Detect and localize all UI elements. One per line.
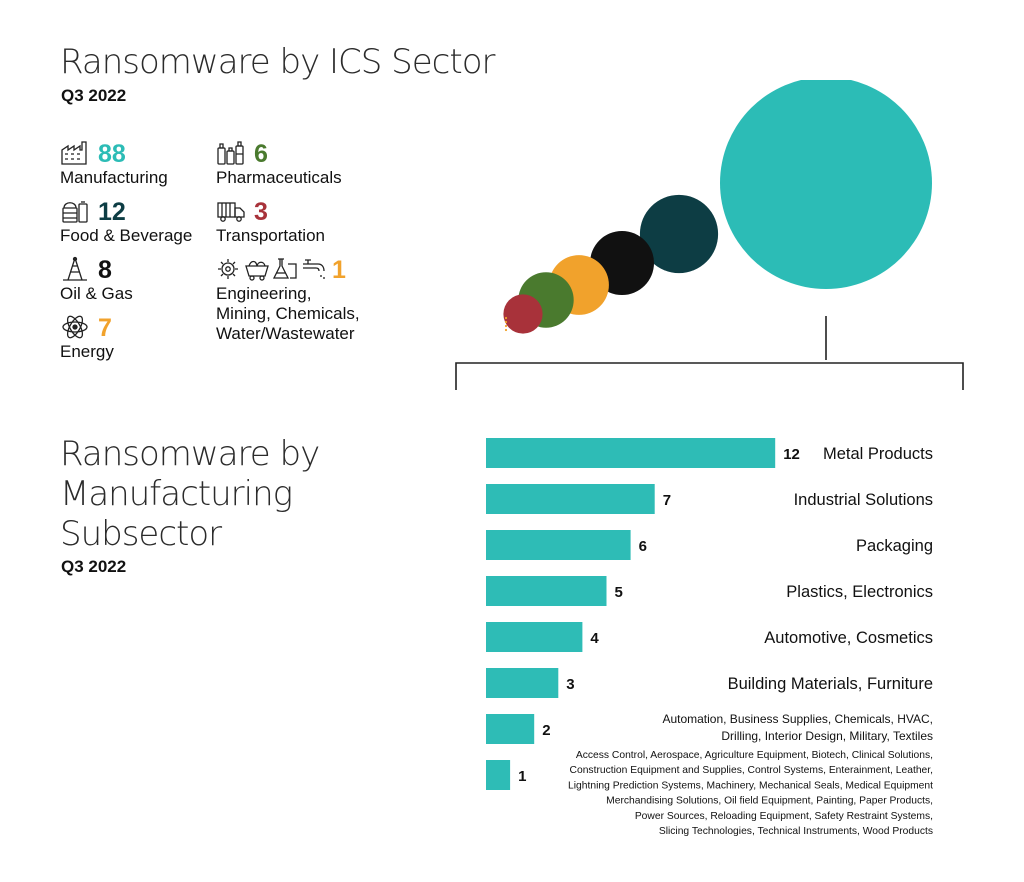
pharma-icon [216,140,246,166]
sector-name: Energy [60,342,114,361]
sector-item-pharmaceuticals: 6 Pharmaceuticals [216,140,342,187]
sector-item-food-beverage: 12 Food & Beverage [60,198,192,246]
bar-category-label: Lightning Prediction Systems, Machinery,… [568,780,933,791]
sector-name: Pharmaceuticals [216,168,342,187]
bar-category-label: Automation, Business Supplies, Chemicals… [662,712,933,726]
bar-value-label: 1 [518,768,526,785]
sector-name: Oil & Gas [60,284,133,303]
sector-value: 1 [332,256,346,284]
bubble-point [720,80,932,289]
sector-item-energy: 7 Energy [60,314,114,362]
sector-name-line: Water/Wastewater [216,324,355,343]
bar [486,530,631,560]
bar-category-label: Slicing Technologies, Technical Instrume… [659,826,933,837]
bar-value-label: 4 [590,630,599,647]
subsector-title: Ransomware by Manufacturing Subsector [60,434,320,555]
bubble-point [504,324,508,328]
subsector-subtitle: Q3 2022 [61,557,127,576]
sector-name: Manufacturing [60,168,168,187]
bar-value-label: 7 [663,492,671,509]
sector-subtitle: Q3 2022 [61,86,127,105]
bar [486,760,511,790]
bar [486,438,776,468]
bar-value-label: 12 [783,446,800,463]
sector-item-oil-gas: 8 Oil & Gas [60,256,133,303]
bubble-point [639,194,719,274]
mining-cart-icon [245,260,269,281]
sector-name-line: Mining, Chemicals, [216,304,360,323]
bracket [455,316,964,390]
bar-category-label: Drilling, Interior Design, Military, Tex… [721,729,933,743]
sector-value: 7 [98,314,112,342]
bar-value-label: 2 [542,722,550,739]
sector-item-engineering-mining-chemicals-water: 1 Engineering, Mining, Chemicals, Water/… [216,256,360,344]
bar-category-label: Packaging [856,537,933,555]
sector-value: 6 [254,140,268,168]
bubble-point [504,328,508,332]
atom-icon [60,314,90,340]
bar [486,622,583,652]
sector-title: Ransomware by ICS Sector [60,42,495,82]
bar-value-label: 6 [639,538,647,555]
water-faucet-icon [303,259,325,279]
sector-value: 3 [254,198,268,226]
sector-value: 8 [98,256,112,284]
subsector-title-line: Subsector [60,514,222,555]
chemicals-flask-icon [272,258,297,279]
sector-item-manufacturing: 88 Manufacturing [60,140,168,187]
bar [486,576,607,606]
oil-rig-icon [60,256,90,282]
bar-value-label: 5 [615,584,623,601]
sector-name: Transportation [216,226,325,245]
sector-value: 12 [98,198,126,226]
bubble-point [504,316,508,320]
bar-category-label: Construction Equipment and Supplies, Con… [570,765,933,776]
bar-value-label: 3 [566,676,574,693]
subsector-title-line: Manufacturing [60,474,293,515]
bar [486,668,559,698]
truck-icon [216,198,246,224]
bar-category-label: Industrial Solutions [794,491,933,509]
bubble-point [504,320,508,324]
bubble-chart [455,80,964,390]
engineering-icons [216,256,328,282]
bar-category-label: Plastics, Electronics [786,583,933,601]
bar [486,484,655,514]
bar-category-label: Automotive, Cosmetics [764,629,933,647]
bubble-point [503,294,543,334]
sector-value: 88 [98,140,126,168]
subsector-title-line: Ransomware by [60,434,320,474]
bar-category-label: Access Control, Aerospace, Agriculture E… [576,750,933,761]
bar-category-label: Building Materials, Furniture [728,675,933,693]
bar-category-label: Power Sources, Reloading Equipment, Safe… [635,811,933,822]
sector-item-transportation: 3 Transportation [216,198,325,246]
bar [486,714,535,744]
gear-icon [218,259,238,279]
factory-icon [60,140,90,166]
food-icon [60,198,90,224]
sector-name: Food & Beverage [60,226,193,245]
sector-name-line: Engineering, [216,284,312,303]
bar-category-label: Metal Products [823,445,933,463]
bar-category-label: Merchandising Solutions, Oil field Equip… [606,796,933,807]
